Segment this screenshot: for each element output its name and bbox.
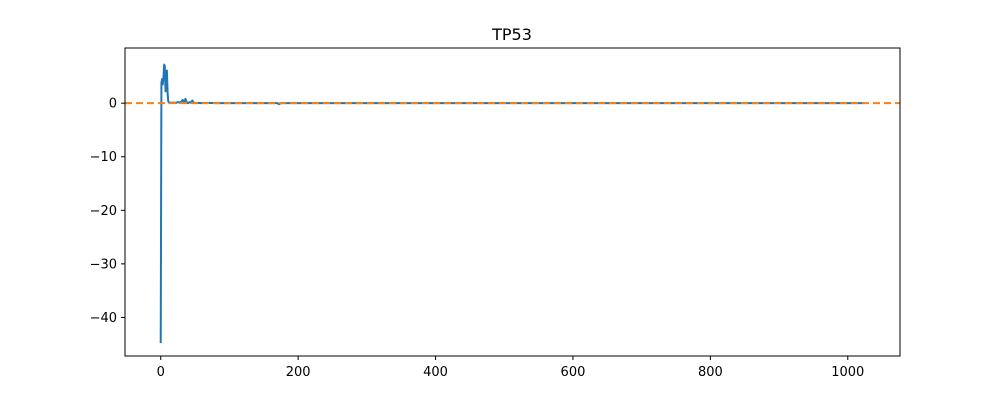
- y-tick-label: 0: [109, 97, 117, 112]
- x-tick-label: 600: [561, 365, 586, 380]
- x-tick-label: 200: [286, 365, 311, 380]
- plot-area: [125, 65, 900, 344]
- series-line: [161, 65, 864, 344]
- y-tick-label: −40: [90, 311, 117, 326]
- y-tick-label: −20: [90, 204, 117, 219]
- x-tick-label: 0: [157, 365, 165, 380]
- x-tick-label: 400: [423, 365, 448, 380]
- y-tick-label: −30: [90, 257, 117, 272]
- x-axis: 0 200 400 600 800 1000: [157, 356, 865, 380]
- y-tick-label: −10: [90, 150, 117, 165]
- x-tick-label: 800: [698, 365, 723, 380]
- plot-frame: [125, 48, 900, 356]
- x-tick-label: 1000: [831, 365, 864, 380]
- y-axis: 0 −10 −20 −30 −40: [90, 97, 125, 326]
- chart-title: TP53: [491, 25, 532, 44]
